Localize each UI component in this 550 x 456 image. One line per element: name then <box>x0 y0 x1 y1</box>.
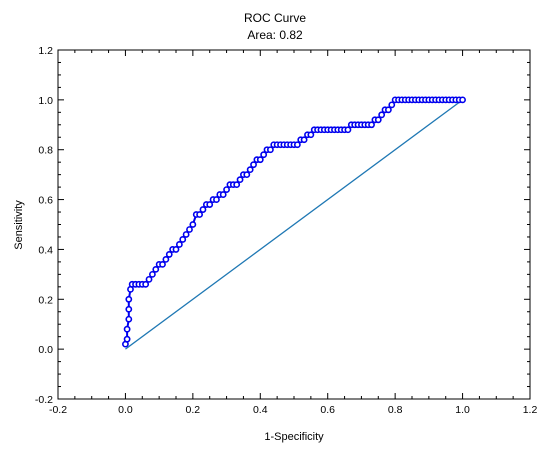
roc-point <box>307 131 315 139</box>
x-tick-label: 0.8 <box>388 404 403 416</box>
roc-point <box>256 156 264 164</box>
reference-line <box>125 99 463 350</box>
x-axis: -0.2 0.0 0.2 0.4 0.6 0.8 1.0 1.2 <box>49 50 537 416</box>
roc-point <box>125 295 133 303</box>
y-tick-label: -0.2 <box>35 394 53 406</box>
roc-points <box>122 96 466 348</box>
roc-point <box>260 151 268 159</box>
y-tick-label: 1.0 <box>38 95 53 107</box>
roc-point <box>236 176 244 184</box>
roc-point <box>148 270 156 278</box>
roc-point <box>159 260 166 268</box>
roc-point <box>459 96 466 104</box>
roc-point <box>142 280 150 288</box>
x-tick-label: 0.4 <box>253 404 268 416</box>
roc-point <box>213 196 220 203</box>
roc-point <box>233 181 241 189</box>
roc-point <box>223 186 230 193</box>
roc-point <box>125 315 133 323</box>
x-tick-label: 1.2 <box>523 404 538 416</box>
roc-point <box>378 111 386 119</box>
roc-point <box>172 246 180 253</box>
roc-point <box>243 171 251 179</box>
y-axis: -0.2 0.0 0.2 0.4 0.6 0.8 1.0 1.2 <box>35 45 530 406</box>
y-axis-label: Sensitivity <box>13 200 25 250</box>
chart-subtitle: Area: 0.82 <box>247 28 303 42</box>
roc-point <box>206 201 214 208</box>
roc-point <box>199 206 207 213</box>
roc-point <box>175 241 183 248</box>
roc-point <box>344 126 352 134</box>
y-tick-label: 0.8 <box>38 145 53 157</box>
roc-point <box>189 221 197 228</box>
roc-point <box>300 136 308 144</box>
roc-point <box>125 305 133 313</box>
roc-point <box>182 231 190 238</box>
roc-point <box>368 121 375 129</box>
x-tick-label: 0.2 <box>186 404 201 416</box>
roc-point <box>384 106 392 114</box>
roc-point <box>179 236 187 243</box>
y-tick-label: 0.2 <box>38 294 53 306</box>
roc-point <box>186 226 193 233</box>
y-tick-label: 0.0 <box>38 344 53 356</box>
roc-point <box>246 166 254 174</box>
roc-point <box>145 275 153 283</box>
x-axis-label: 1-Specificity <box>264 431 324 443</box>
chart-title: ROC Curve <box>244 11 306 25</box>
roc-point <box>165 251 173 258</box>
x-tick-label: -0.2 <box>49 404 67 416</box>
roc-point <box>123 325 131 333</box>
roc-point <box>293 141 301 149</box>
roc-point <box>388 101 396 109</box>
y-tick-label: 0.4 <box>38 244 53 256</box>
roc-point <box>219 191 227 198</box>
roc-point <box>162 255 170 263</box>
roc-point <box>123 335 131 343</box>
x-tick-label: 0.0 <box>118 404 133 416</box>
roc-point <box>374 116 382 124</box>
roc-point <box>250 161 257 169</box>
x-tick-label: 0.6 <box>320 404 335 416</box>
roc-point <box>266 146 274 154</box>
roc-point <box>196 211 203 218</box>
x-tick-label: 1.0 <box>455 404 470 416</box>
y-tick-label: 0.6 <box>38 195 53 207</box>
y-tick-label: 1.2 <box>38 45 53 57</box>
roc-point <box>152 265 160 273</box>
